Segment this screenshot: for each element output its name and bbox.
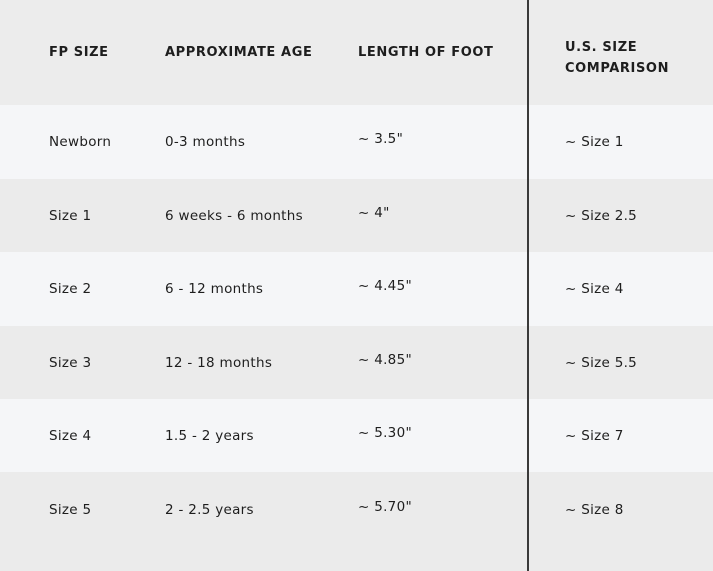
cell-foot-length: ~ 3.5" xyxy=(358,131,404,147)
cell-age: 2 - 2.5 years xyxy=(165,501,254,518)
header-approximate-age: APPROXIMATE AGE xyxy=(165,45,313,60)
table-row: Size 2 6 - 12 months ~ 4.45" ~ Size 4 xyxy=(0,252,713,326)
header-us-size-line1: U.S. SIZE xyxy=(565,40,638,55)
cell-age: 12 - 18 months xyxy=(165,354,273,371)
header-us-size: U.S. SIZE COMPARISON xyxy=(565,37,669,79)
cell-foot-length: ~ 5.70" xyxy=(358,498,412,515)
table-row: Newborn 0-3 months ~ 3.5" ~ Size 1 xyxy=(0,105,713,179)
cell-fp-size: Size 2 xyxy=(49,281,92,297)
cell-age: 6 - 12 months xyxy=(165,281,264,297)
cell-fp-size: Newborn xyxy=(49,134,112,150)
header-us-size-line2: COMPARISON xyxy=(565,61,670,76)
cell-us-size: ~ Size 5.5 xyxy=(565,354,638,371)
cell-fp-size: Size 5 xyxy=(49,501,92,518)
cell-fp-size: Size 3 xyxy=(49,354,92,371)
cell-foot-length: ~ 5.30" xyxy=(358,424,412,441)
header-fp-size: FP SIZE xyxy=(49,45,109,60)
cell-us-size: ~ Size 4 xyxy=(565,281,624,297)
table-row: Size 1 6 weeks - 6 months ~ 4" ~ Size 2.5 xyxy=(0,179,713,252)
table-row: Size 5 2 - 2.5 years ~ 5.70" ~ Size 8 xyxy=(0,472,713,571)
cell-us-size: ~ Size 1 xyxy=(565,134,624,150)
cell-us-size: ~ Size 8 xyxy=(565,501,624,518)
cell-fp-size: Size 4 xyxy=(49,427,92,444)
cell-foot-length: ~ 4.85" xyxy=(358,351,412,368)
cell-age: 0-3 months xyxy=(165,134,246,150)
cell-foot-length: ~ 4.45" xyxy=(358,278,412,294)
cell-us-size: ~ Size 2.5 xyxy=(565,207,638,224)
header-length-of-foot: LENGTH OF FOOT xyxy=(358,45,494,60)
table-row: Size 4 1.5 - 2 years ~ 5.30" ~ Size 7 xyxy=(0,399,713,472)
cell-age: 1.5 - 2 years xyxy=(165,427,254,444)
cell-us-size: ~ Size 7 xyxy=(565,427,624,444)
table-row: Size 3 12 - 18 months ~ 4.85" ~ Size 5.5 xyxy=(0,326,713,399)
cell-age: 6 weeks - 6 months xyxy=(165,207,303,224)
column-divider xyxy=(527,0,529,571)
table-header: FP SIZE APPROXIMATE AGE LENGTH OF FOOT U… xyxy=(0,0,713,105)
cell-fp-size: Size 1 xyxy=(49,207,92,224)
cell-foot-length: ~ 4" xyxy=(358,204,390,221)
